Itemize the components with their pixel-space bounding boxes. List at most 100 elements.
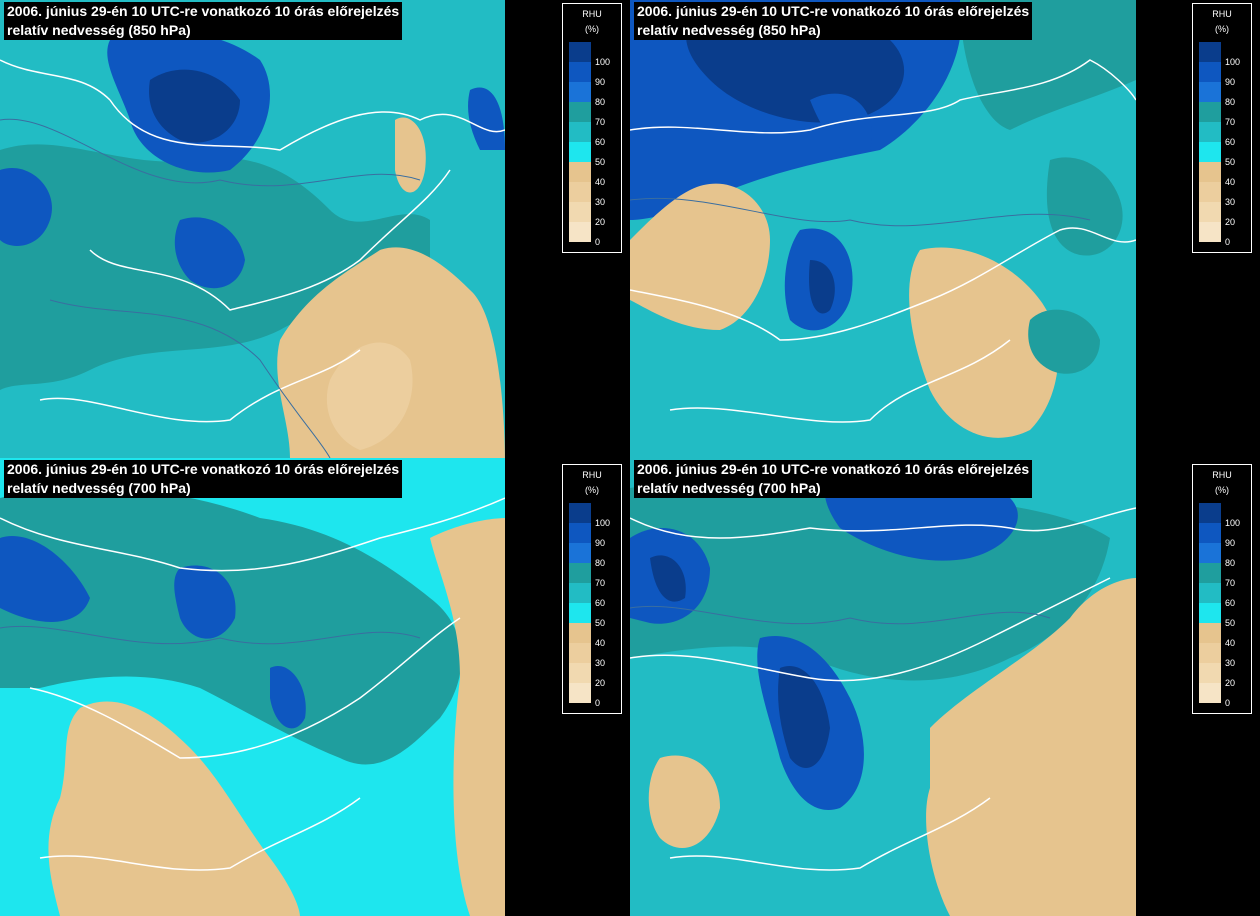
- legend-tick-label: 30: [1225, 197, 1236, 207]
- legend-swatch: [569, 122, 591, 142]
- legend-tick-label: 30: [595, 197, 606, 207]
- legend-swatch: [569, 683, 591, 703]
- legend-tick-label: 90: [595, 538, 606, 548]
- legend-variable: RHU: [582, 9, 602, 19]
- map-title: 2006. június 29-én 10 UTC-re vonatkozó 1…: [634, 2, 1033, 40]
- legend-tick-label: 0: [1225, 237, 1231, 247]
- legend-swatch: [1199, 62, 1221, 82]
- legend-swatch: [1199, 603, 1221, 623]
- color-legend: RHU (%) 100 90 80 70 60 50 40 30 20 0: [1192, 464, 1252, 714]
- legend-tick-label: 80: [1225, 97, 1236, 107]
- legend-swatch: [1199, 222, 1221, 242]
- legend-tick-label: 50: [595, 618, 606, 628]
- legend-swatch: [569, 663, 591, 683]
- legend-swatch: [1199, 623, 1221, 643]
- legend-tick-label: 40: [1225, 638, 1236, 648]
- legend-tick-label: 60: [1225, 598, 1236, 608]
- legend-tick-label: 80: [1225, 558, 1236, 568]
- legend-swatch: [1199, 503, 1221, 523]
- legend-tick-label: 100: [1225, 57, 1241, 67]
- legend-tick-label: 20: [1225, 217, 1236, 227]
- legend-tick-label: 30: [595, 658, 606, 668]
- legend-swatch: [569, 62, 591, 82]
- legend-swatch: [1199, 523, 1221, 543]
- legend-swatch: [1199, 122, 1221, 142]
- legend-tick-label: 70: [595, 578, 606, 588]
- humidity-map: [0, 458, 505, 916]
- legend-tick-label: 20: [595, 678, 606, 688]
- map-panel-700-right: 2006. június 29-én 10 UTC-re vonatkozó 1…: [630, 458, 1260, 916]
- legend-tick-label: 50: [1225, 618, 1236, 628]
- legend-swatch: [569, 202, 591, 222]
- legend-variable: RHU: [1212, 470, 1232, 480]
- legend-swatch: [569, 142, 591, 162]
- legend-swatch: [569, 82, 591, 102]
- legend-unit: (%): [585, 485, 599, 495]
- legend-swatch: [569, 102, 591, 122]
- legend-variable: RHU: [1212, 9, 1232, 19]
- legend-swatch: [1199, 82, 1221, 102]
- legend-tick-label: 50: [595, 157, 606, 167]
- legend-swatch: [569, 523, 591, 543]
- legend-swatch: [569, 162, 591, 182]
- legend-tick-label: 0: [1225, 698, 1231, 708]
- humidity-map: [630, 458, 1136, 916]
- legend-unit: (%): [585, 24, 599, 34]
- legend-tick-label: 20: [595, 217, 606, 227]
- legend-swatch: [569, 563, 591, 583]
- legend-swatch: [1199, 162, 1221, 182]
- legend-swatch: [569, 42, 591, 62]
- legend-swatch: [1199, 182, 1221, 202]
- legend-swatch: [1199, 583, 1221, 603]
- legend-tick-label: 60: [1225, 137, 1236, 147]
- legend-tick-label: 40: [1225, 177, 1236, 187]
- legend-swatch: [1199, 202, 1221, 222]
- color-legend: RHU (%) 100 90 80 70 60 50 40 30 20 0: [1192, 3, 1252, 253]
- legend-swatch: [1199, 683, 1221, 703]
- legend-swatch: [1199, 563, 1221, 583]
- legend-swatch: [1199, 102, 1221, 122]
- legend-swatch: [569, 503, 591, 523]
- legend-swatch: [569, 182, 591, 202]
- legend-swatch: [569, 543, 591, 563]
- legend-tick-label: 50: [1225, 157, 1236, 167]
- legend-tick-label: 70: [1225, 117, 1236, 127]
- legend-tick-label: 40: [595, 638, 606, 648]
- legend-swatch: [569, 222, 591, 242]
- legend-unit: (%): [1215, 485, 1229, 495]
- legend-swatch: [1199, 663, 1221, 683]
- legend-tick-label: 20: [1225, 678, 1236, 688]
- map-title: 2006. június 29-én 10 UTC-re vonatkozó 1…: [634, 460, 1033, 498]
- legend-tick-label: 30: [1225, 658, 1236, 668]
- map-title: 2006. június 29-én 10 UTC-re vonatkozó 1…: [4, 2, 403, 40]
- humidity-map: [0, 0, 505, 458]
- legend-tick-label: 0: [595, 698, 601, 708]
- legend-swatch: [1199, 42, 1221, 62]
- map-panel-700-left: 2006. június 29-én 10 UTC-re vonatkozó 1…: [0, 458, 630, 916]
- legend-tick-label: 70: [1225, 578, 1236, 588]
- legend-tick-label: 80: [595, 558, 606, 568]
- map-panel-850-right: 2006. június 29-én 10 UTC-re vonatkozó 1…: [630, 0, 1260, 458]
- legend-variable: RHU: [582, 470, 602, 480]
- legend-tick-label: 90: [1225, 538, 1236, 548]
- legend-swatch: [569, 583, 591, 603]
- legend-tick-label: 60: [595, 598, 606, 608]
- legend-swatch: [1199, 543, 1221, 563]
- map-panel-850-left: 2006. június 29-én 10 UTC-re vonatkozó 1…: [0, 0, 630, 458]
- legend-unit: (%): [1215, 24, 1229, 34]
- legend-tick-label: 70: [595, 117, 606, 127]
- legend-swatch: [1199, 643, 1221, 663]
- humidity-map: [630, 0, 1136, 458]
- legend-tick-label: 100: [595, 518, 611, 528]
- color-legend: RHU (%) 100 90 80 70 60 50 40 30 20 0: [562, 464, 622, 714]
- legend-swatch: [569, 623, 591, 643]
- legend-swatch: [569, 643, 591, 663]
- legend-tick-label: 0: [595, 237, 601, 247]
- legend-tick-label: 90: [595, 77, 606, 87]
- legend-tick-label: 80: [595, 97, 606, 107]
- legend-tick-label: 100: [1225, 518, 1241, 528]
- legend-tick-label: 40: [595, 177, 606, 187]
- map-title: 2006. június 29-én 10 UTC-re vonatkozó 1…: [4, 460, 403, 498]
- legend-swatch: [1199, 142, 1221, 162]
- legend-tick-label: 90: [1225, 77, 1236, 87]
